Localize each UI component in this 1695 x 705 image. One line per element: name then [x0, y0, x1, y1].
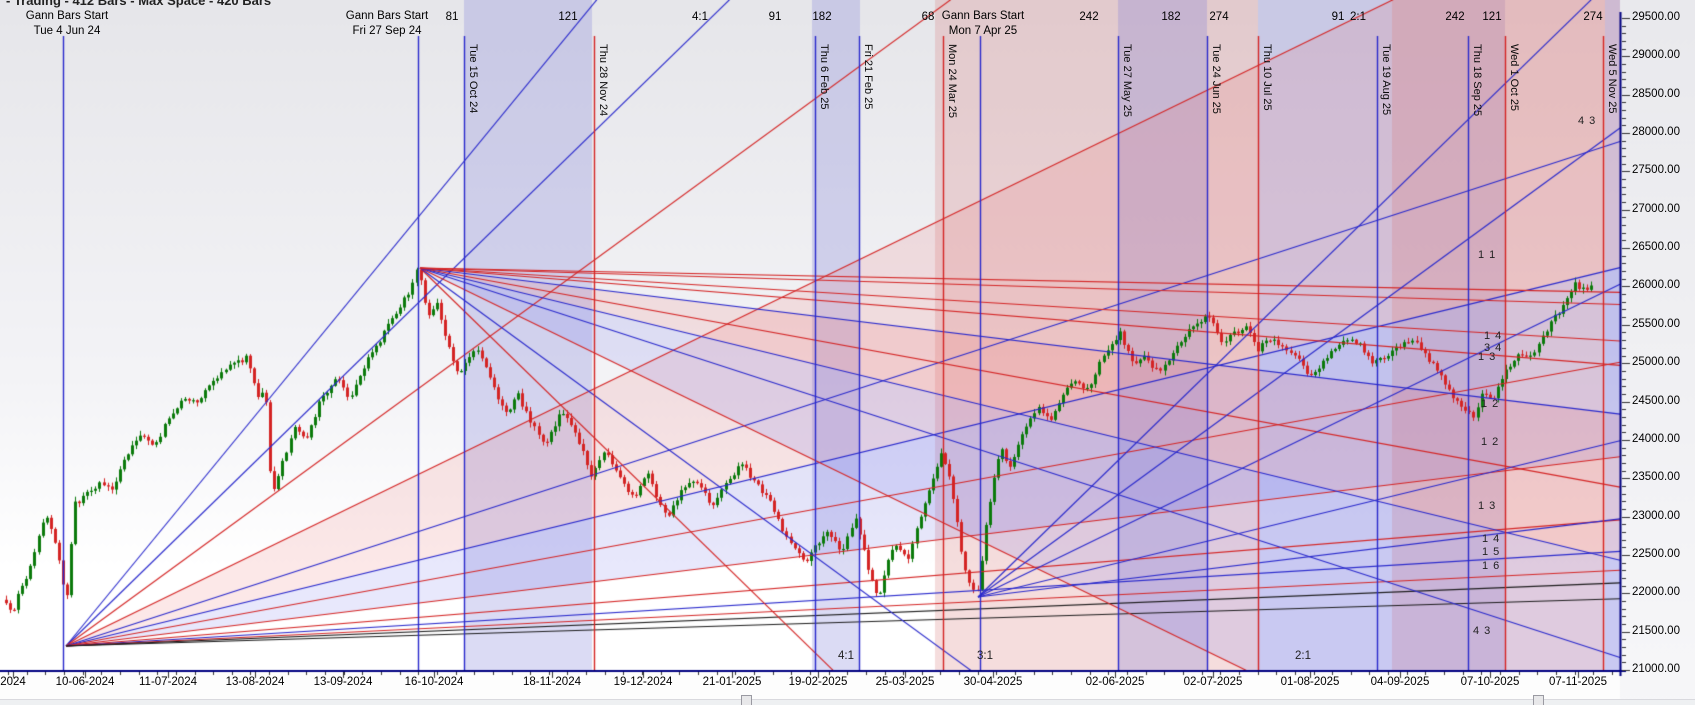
bottom-strip [0, 699, 1695, 705]
resize-handle-icon[interactable] [741, 695, 752, 705]
resize-handle-icon[interactable] [1533, 695, 1544, 705]
